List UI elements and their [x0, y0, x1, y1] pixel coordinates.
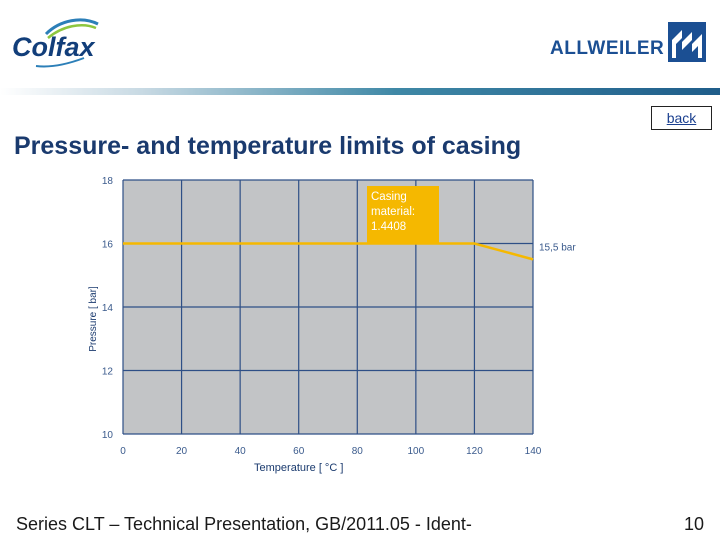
pressure-temperature-chart: 0 20 40 60 80 100 120 140 10 12 14 16 18 Casing materi… — [88, 176, 576, 474]
x-tick-label: 80 — [352, 446, 364, 457]
x-tick-label: 20 — [176, 446, 188, 457]
y-tick-label: 14 — [102, 303, 114, 314]
colfax-logo: Colfax — [12, 18, 99, 68]
y-tick-label: 10 — [102, 430, 114, 441]
allweiler-wordmark: ALLWEILER — [550, 38, 665, 59]
colfax-wordmark: Colfax — [12, 32, 96, 62]
page-title: Pressure- and temperature limits of casi… — [14, 132, 522, 160]
casing-material-label: 1.4408 — [371, 221, 406, 233]
casing-material-label: material: — [371, 206, 415, 218]
y-axis-label: Pressure [ bar] — [88, 286, 99, 352]
allweiler-mark-icon — [668, 22, 706, 62]
y-tick-label: 18 — [102, 176, 114, 187]
pressure-limit-line — [123, 242, 534, 261]
x-tick-label: 0 — [120, 446, 126, 457]
end-value-label: 15,5 bar — [539, 242, 576, 253]
page-number: 10 — [684, 514, 705, 534]
x-tick-label: 60 — [293, 446, 305, 457]
colfax-swoosh-icon — [44, 18, 99, 36]
casing-material-box — [367, 186, 439, 243]
footer-text: Series CLT – Technical Presentation, GB/… — [16, 514, 472, 534]
x-axis-label: Temperature [ °C ] — [254, 462, 343, 474]
header-gradient-band — [0, 88, 720, 95]
y-tick-label: 12 — [102, 367, 114, 378]
x-tick-label: 40 — [235, 446, 247, 457]
allweiler-logo: ALLWEILER — [550, 22, 710, 66]
x-tick-label: 140 — [525, 446, 542, 457]
back-button[interactable]: back — [651, 106, 712, 130]
casing-material-label: Casing — [371, 191, 407, 203]
y-tick-label: 16 — [102, 240, 114, 251]
x-tick-label: 120 — [466, 446, 483, 457]
x-tick-label: 100 — [408, 446, 425, 457]
